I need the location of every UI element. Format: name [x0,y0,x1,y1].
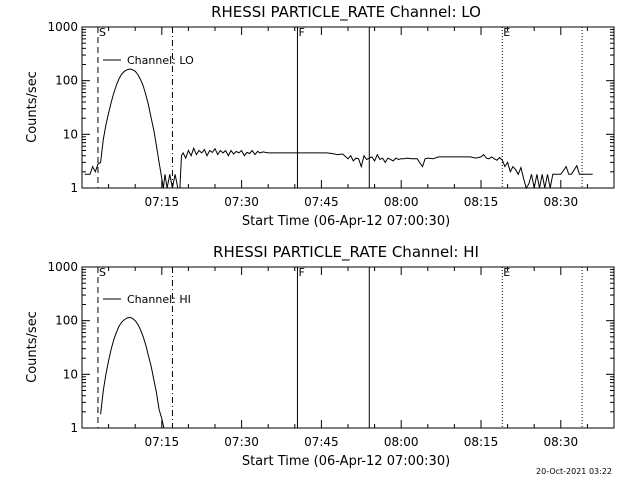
x-tick-label: 08:30 [544,195,579,209]
chart-title: RHESSI PARTICLE_RATE Channel: LO [211,3,481,22]
x-ticks: 07:15 07:30 07:45 08:00 08:15 08:30 [108,27,588,209]
plot-frame [81,266,615,429]
x-tick-label: 07:15 [145,195,180,209]
y-ticks: 1 10 100 1000 [47,20,614,195]
x-tick-label: 08:00 [384,435,419,449]
x-tick-label: 07:30 [224,195,259,209]
y-tick-label: 100 [55,74,78,88]
y-tick-label: 1000 [47,20,78,34]
x-tick-label: 08:15 [464,435,499,449]
x-tick-label: 07:45 [304,435,339,449]
y-tick-label: 1 [70,181,78,195]
time-marker-label: S [99,266,106,279]
y-tick-label: 100 [55,314,78,328]
time-marker-label: E [503,266,510,279]
time-marker-label: E [503,26,510,39]
x-ticks: 07:15 07:30 07:45 08:00 08:15 08:30 [108,267,588,449]
x-tick-label: 07:15 [145,435,180,449]
series [84,68,593,190]
y-tick-label: 1 [70,421,78,435]
time-marker-label: F [298,266,304,279]
x-tick-label: 08:30 [544,435,579,449]
chart-title: RHESSI PARTICLE_RATE Channel: HI [213,243,479,262]
panel-lo: RHESSI PARTICLE_RATE Channel: LO Counts/… [25,3,615,229]
series-line [100,316,165,429]
x-tick-label: 07:45 [304,195,339,209]
y-tick-label: 10 [63,367,78,381]
x-tick-label: 07:30 [224,435,259,449]
x-axis-label: Start Time (06-Apr-12 07:00:30) [242,214,450,229]
series [100,316,165,429]
panel-hi: RHESSI PARTICLE_RATE Channel: HI Counts/… [25,243,615,469]
y-axis-label: Counts/sec [25,311,40,383]
x-tick-label: 08:15 [464,195,499,209]
y-axis-label: Counts/sec [25,71,40,143]
x-tick-label: 08:00 [384,195,419,209]
plot-frame [81,26,615,189]
footer-timestamp: 20-Oct-2021 03:22 [536,467,612,476]
series-line [84,68,593,190]
y-ticks: 1 10 100 1000 [47,260,614,435]
time-marker-label: F [298,26,304,39]
y-tick-label: 10 [63,127,78,141]
legend-label: Channel: HI [127,293,191,306]
x-axis-label: Start Time (06-Apr-12 07:00:30) [242,454,450,469]
y-tick-label: 1000 [47,260,78,274]
legend-label: Channel: LO [127,54,194,67]
time-marker-label: S [99,26,106,39]
